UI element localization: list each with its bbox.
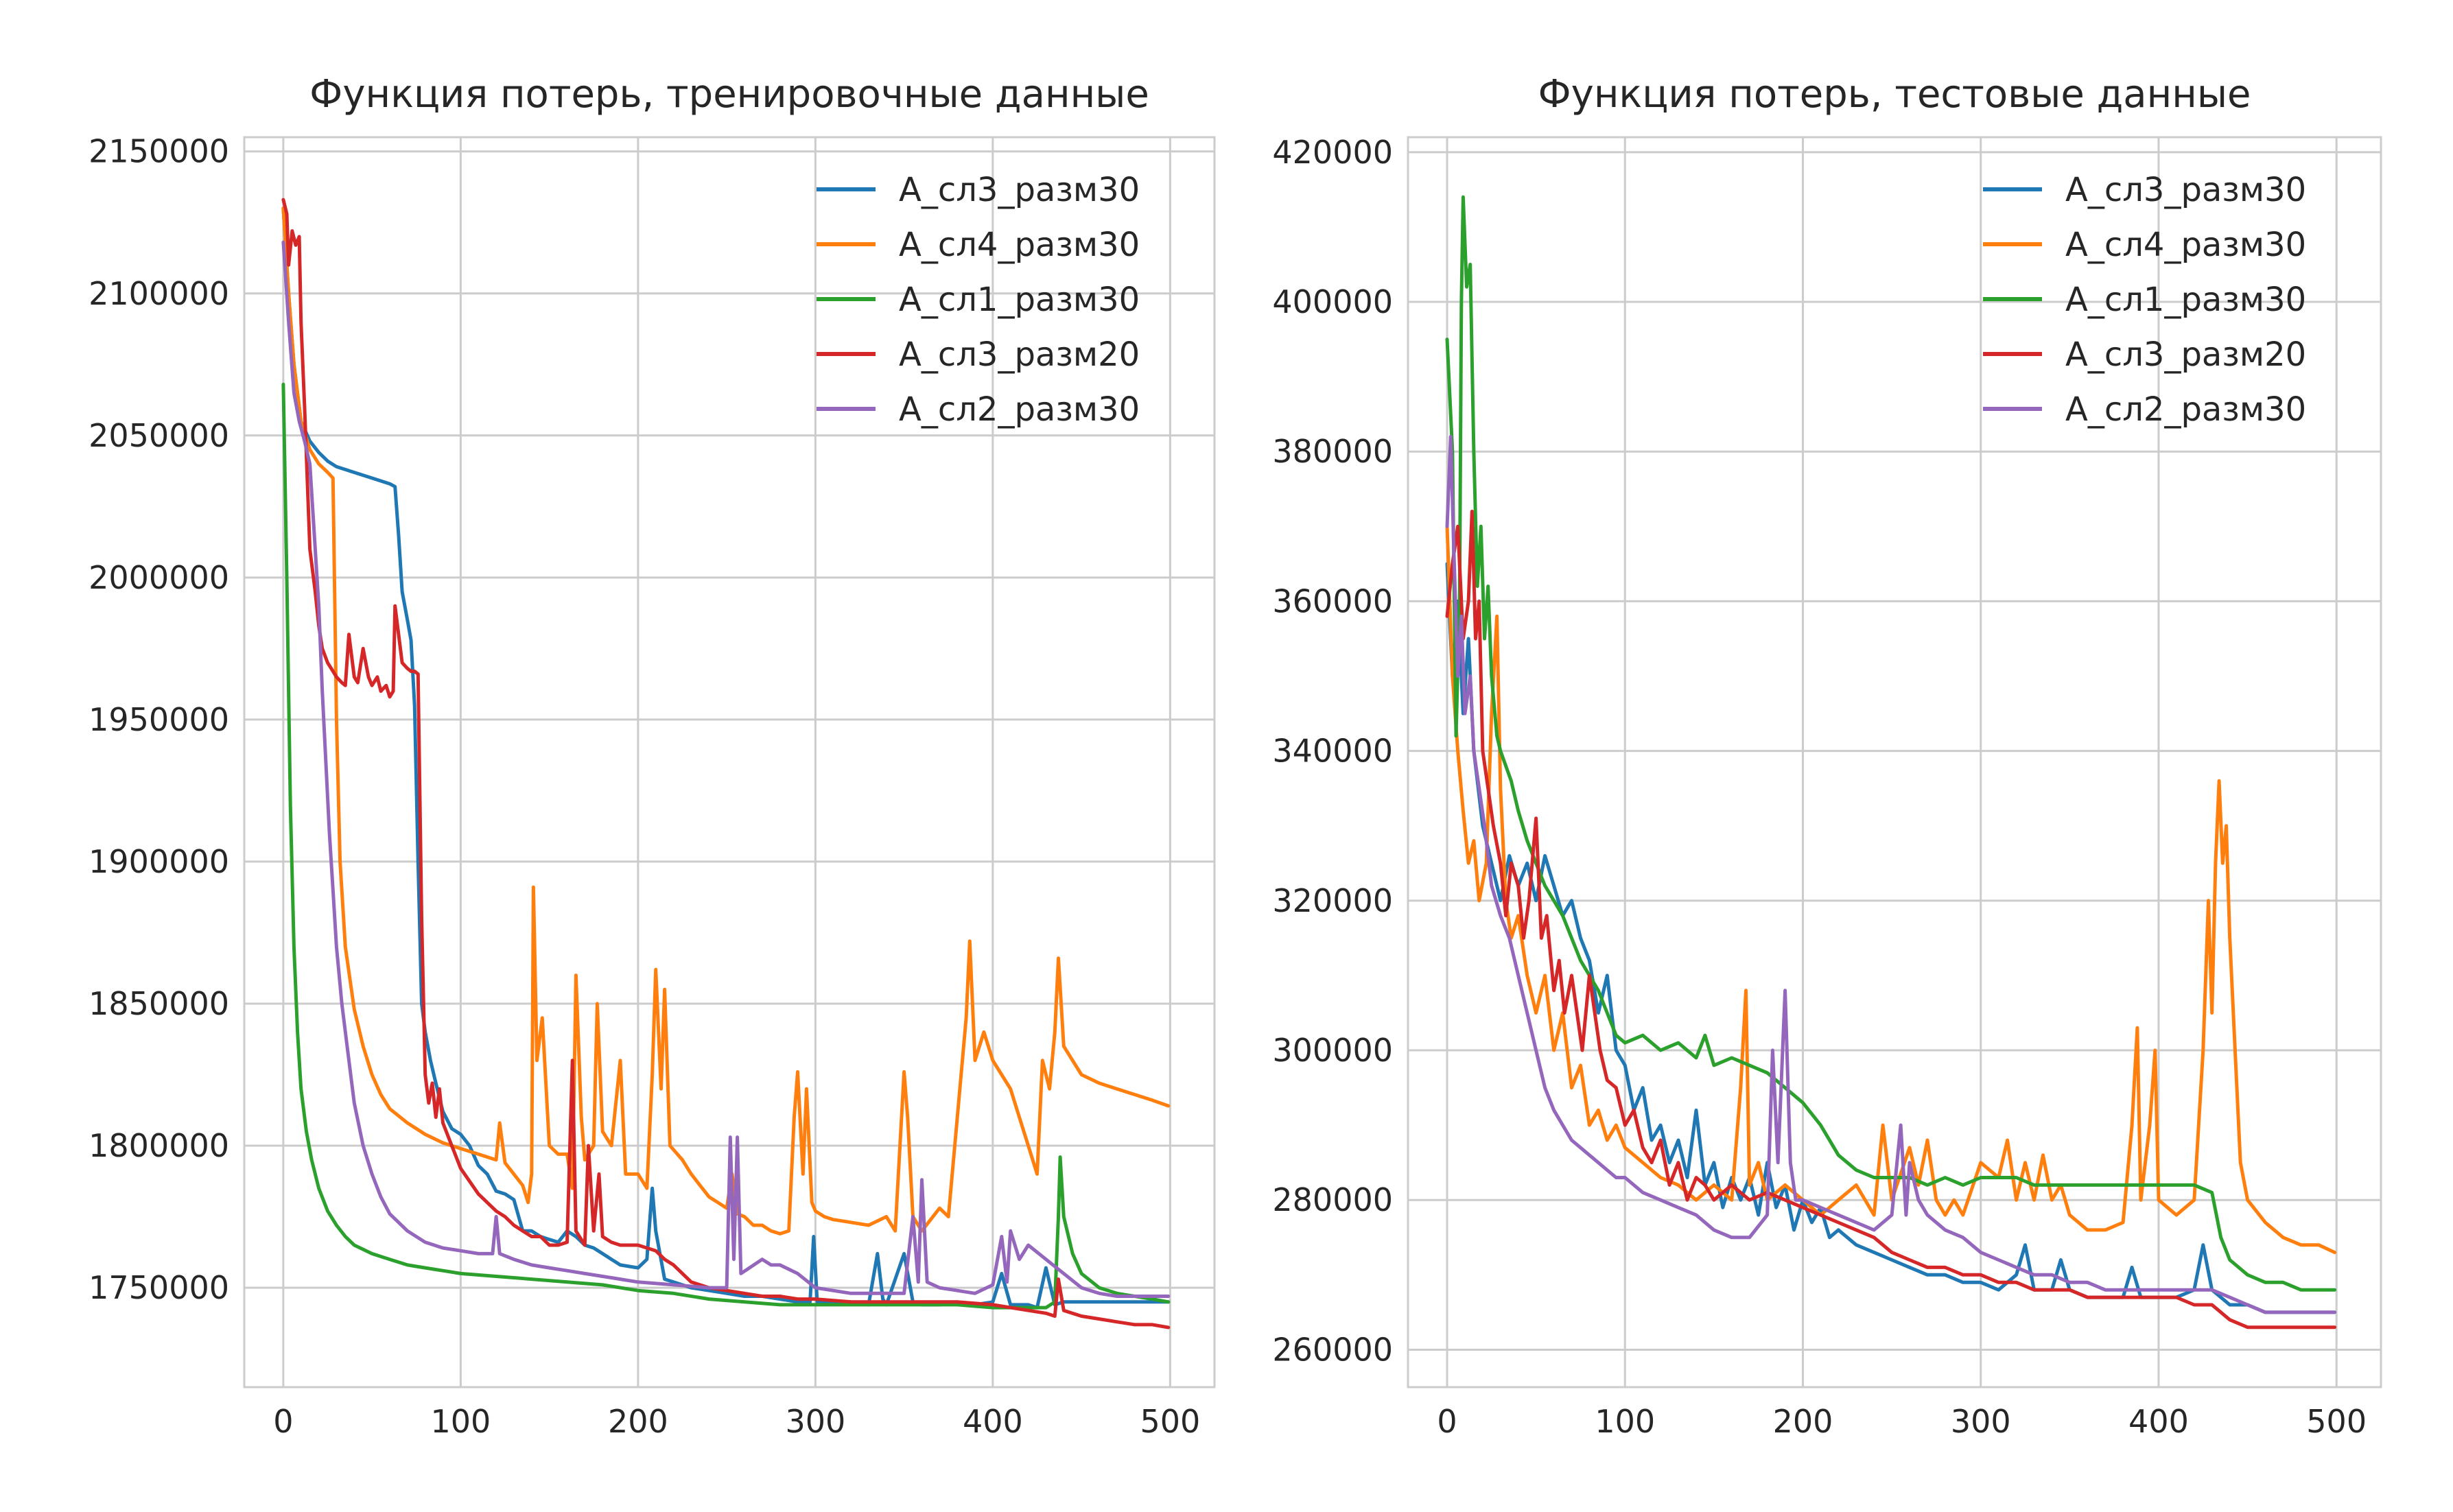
y-tick-label: 260000	[1272, 1331, 1393, 1368]
y-tick-label: 2150000	[89, 133, 229, 170]
series-line-3	[281, 382, 1171, 1310]
axes-frame	[243, 136, 1216, 1389]
series-line-5	[281, 240, 1171, 1298]
x-tick-label: 400	[2128, 1403, 2189, 1440]
axes-frame	[1407, 136, 2382, 1389]
legend: A_сл3_разм30 A_сл4_разм30 A_сл1_разм30 A_сл…	[817, 171, 1140, 429]
y-tick-label: 420000	[1272, 134, 1393, 171]
series-line-3	[1445, 195, 2337, 1292]
y-tick-label: 2000000	[89, 559, 229, 596]
y-tick-label: 280000	[1272, 1181, 1393, 1218]
series-line-4	[281, 198, 1171, 1330]
y-tick-label: 1850000	[89, 985, 229, 1022]
legend-label: A_сл3_разм20	[2065, 335, 2306, 374]
x-tick-label: 500	[2306, 1403, 2367, 1440]
x-tick-label: 200	[608, 1403, 668, 1440]
y-tick-label: 1900000	[89, 843, 229, 880]
series-line-1	[1445, 562, 2337, 1314]
legend-label: A_сл3_разм30	[899, 171, 1140, 209]
x-tick-label: 500	[1140, 1403, 1200, 1440]
y-tick-label: 320000	[1272, 882, 1393, 919]
y-tick-label: 1800000	[89, 1127, 229, 1164]
series-line-2	[1445, 524, 2337, 1255]
legend-label: A_сл2_разм30	[2065, 390, 2306, 429]
series-line-5	[1445, 434, 2337, 1314]
legend-label: A_сл1_разм30	[2065, 281, 2306, 319]
y-tick-label: 1950000	[89, 701, 229, 738]
legend-label: A_сл3_разм20	[899, 335, 1140, 374]
x-tick-label: 0	[273, 1403, 293, 1440]
train-loss-chart: 0 100 200 300 400 500 1750000 1800000 1850000 190…	[89, 72, 1216, 1440]
x-tick-label: 300	[1951, 1403, 2011, 1440]
y-tick-label: 340000	[1272, 733, 1393, 770]
test-loss-chart: 0 100 200 300 400 500 260000 280000 300000 320000…	[1272, 72, 2382, 1440]
y-tick-label: 380000	[1272, 433, 1393, 470]
x-tick-label: 300	[785, 1403, 845, 1440]
y-tick-label: 2100000	[89, 275, 229, 312]
x-tick-label: 200	[1773, 1403, 1833, 1440]
chart-title: Функция потерь, тестовые данные	[1538, 72, 2251, 117]
legend-label: A_сл1_разм30	[899, 281, 1140, 319]
legend: A_сл3_разм30 A_сл4_разм30 A_сл1_разм30 A_сл…	[1983, 171, 2306, 429]
y-tick-label: 400000	[1272, 283, 1393, 320]
legend-label: A_сл4_разм30	[2065, 226, 2306, 264]
legend-label: A_сл4_разм30	[899, 226, 1140, 264]
y-tick-label: 2050000	[89, 417, 229, 454]
y-tick-label: 1750000	[89, 1269, 229, 1306]
legend-label: A_сл2_разм30	[899, 390, 1140, 429]
y-tick-label: 360000	[1272, 582, 1393, 619]
x-tick-label: 0	[1437, 1403, 1457, 1440]
series-line-2	[281, 206, 1171, 1236]
legend-label: A_сл3_разм30	[2065, 171, 2306, 209]
x-tick-label: 100	[430, 1403, 491, 1440]
x-tick-label: 400	[963, 1403, 1023, 1440]
y-tick-label: 300000	[1272, 1032, 1393, 1069]
series-line-4	[1445, 510, 2337, 1330]
x-tick-label: 100	[1595, 1403, 1655, 1440]
chart-title: Функция потерь, тренировочные данные	[309, 72, 1149, 117]
